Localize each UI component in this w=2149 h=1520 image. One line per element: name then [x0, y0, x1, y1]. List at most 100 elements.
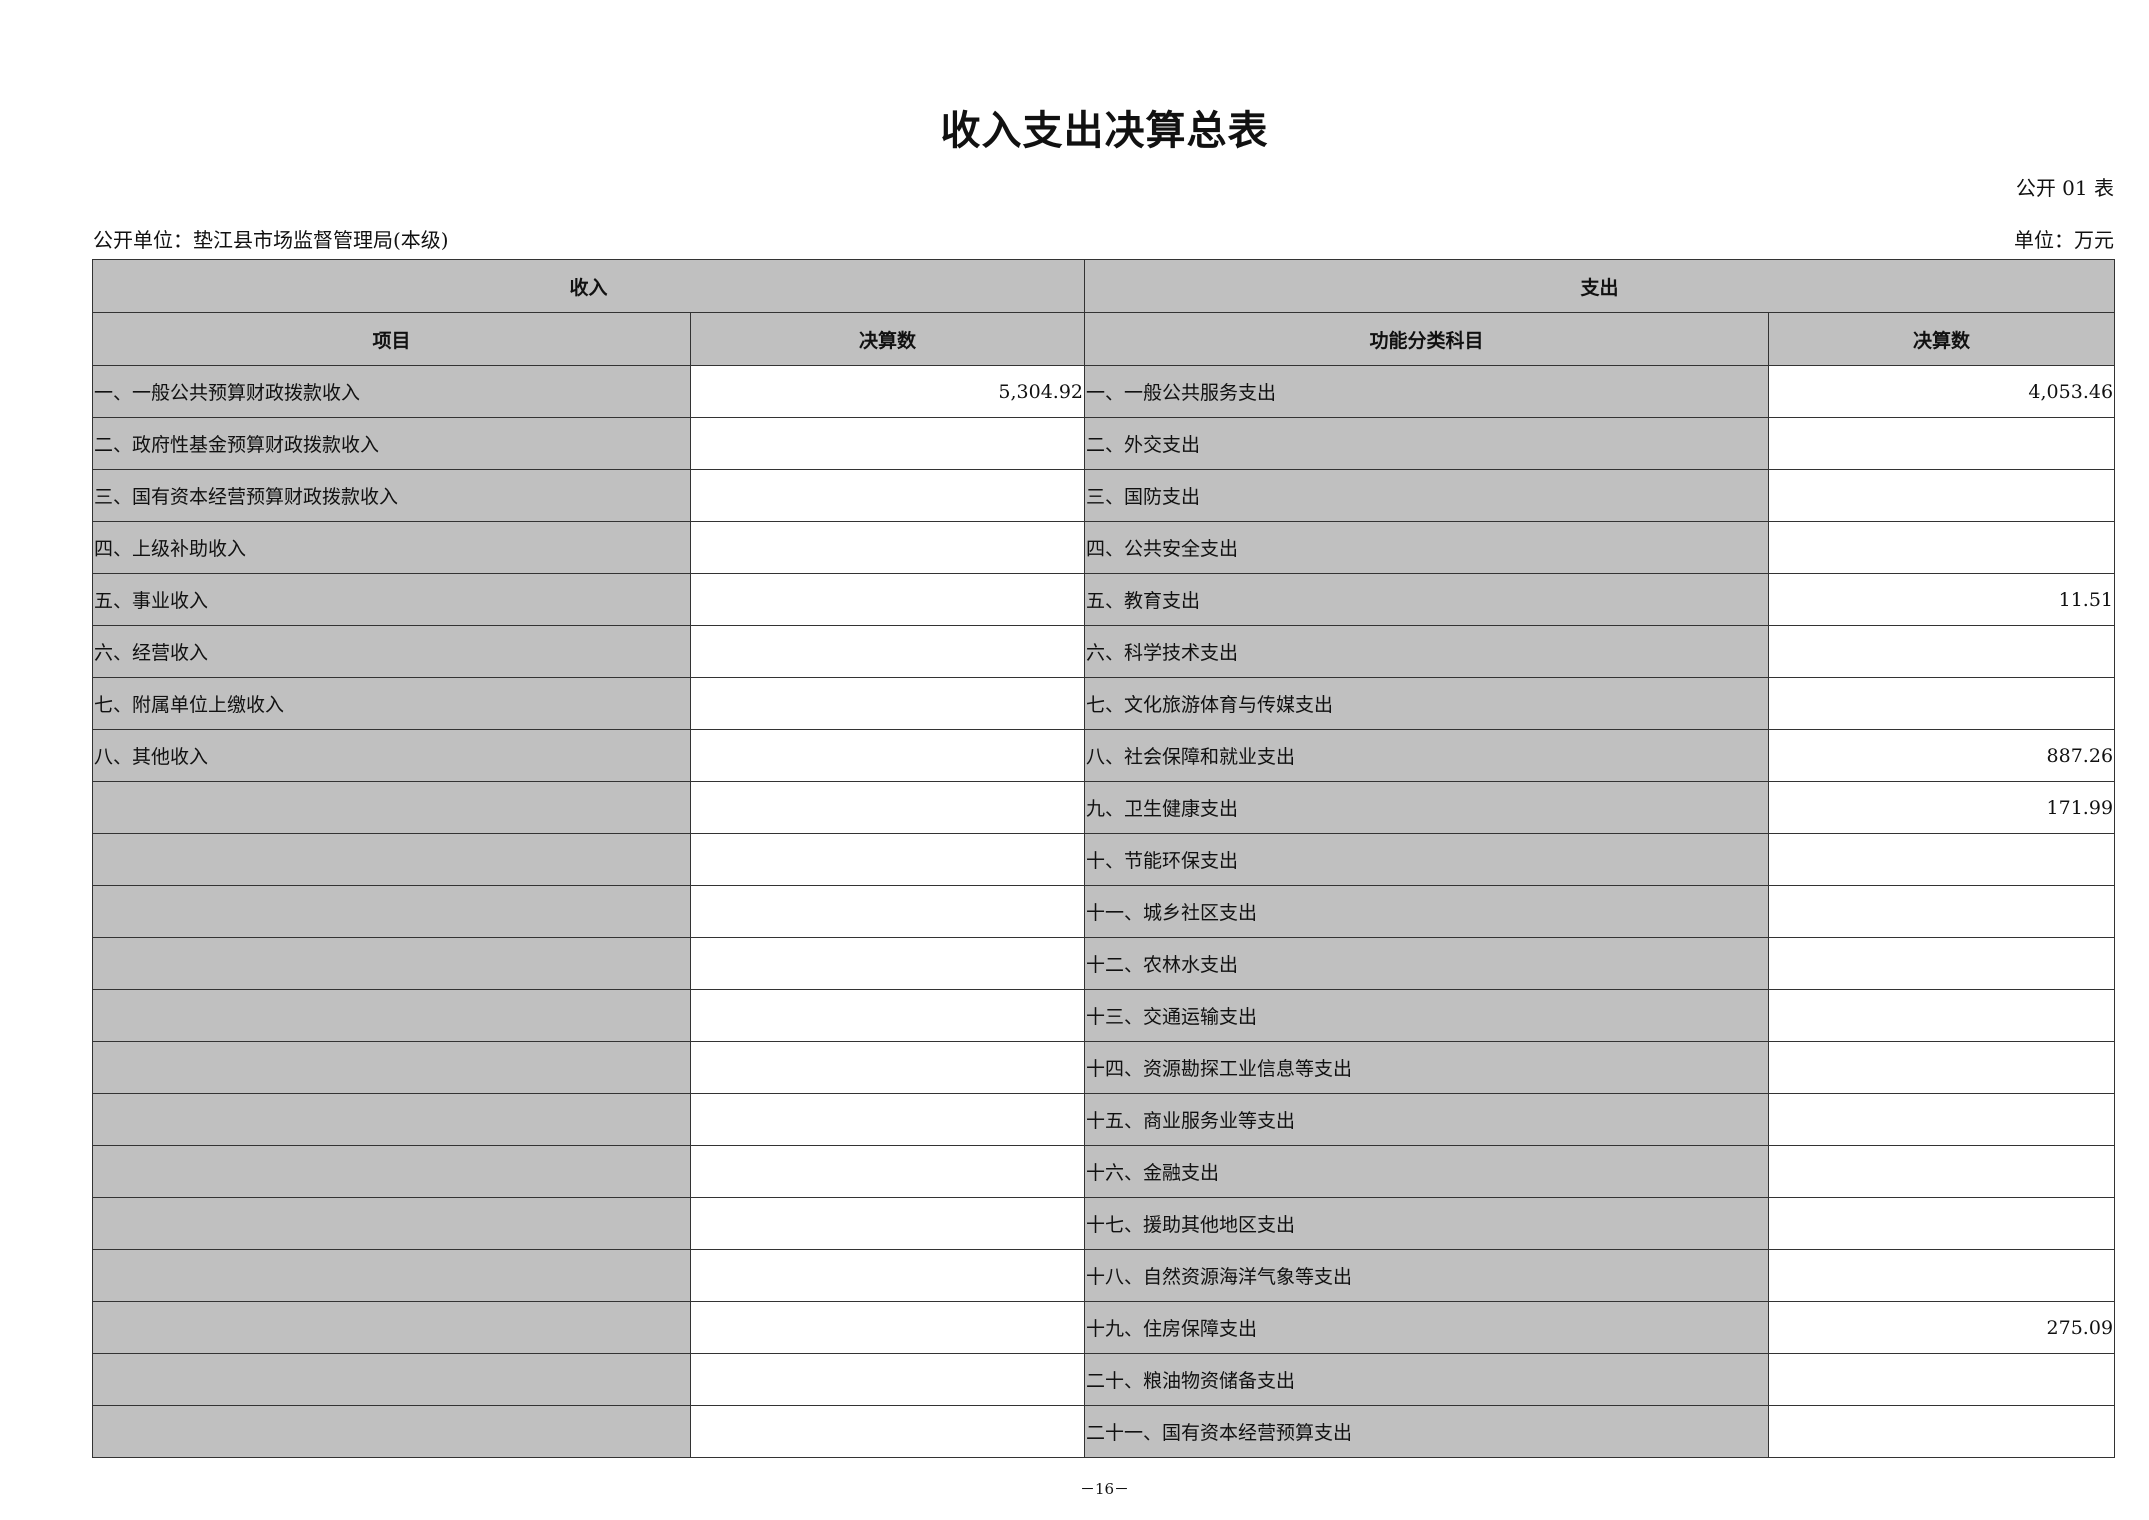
- income-item-cell: 一、一般公共预算财政拨款收入: [92, 365, 691, 418]
- expense-item-cell: 一、一般公共服务支出: [1084, 365, 1770, 418]
- income-expense-table: 收入 支出 项目 决算数 功能分类科目 决算数 一、一般公共预算财政拨款收入 5,…: [91, 259, 2116, 1458]
- income-amount-cell: 5,304.92: [689, 365, 1086, 418]
- expense-amount-cell: [1768, 677, 2116, 730]
- expense-amount-cell: [1768, 937, 2116, 990]
- income-item-cell: 三、国有资本经营预算财政拨款收入: [92, 469, 691, 522]
- income-item-cell: [92, 1145, 691, 1198]
- income-item-cell: [92, 1301, 691, 1354]
- expense-item-cell: 十二、农林水支出: [1084, 937, 1770, 990]
- table-row: 六、经营收入 六、科学技术支出: [92, 625, 2116, 678]
- income-amount-cell: [689, 1145, 1086, 1198]
- header-income-amount: 决算数: [689, 312, 1086, 366]
- expense-amount-cell: 887.26: [1768, 729, 2116, 782]
- expense-amount-cell: 275.09: [1768, 1301, 2116, 1354]
- income-item-cell: [92, 1197, 691, 1250]
- expense-item-cell: 十、节能环保支出: [1084, 833, 1770, 886]
- page-title: 收入支出决算总表: [940, 107, 1269, 154]
- expense-amount-cell: [1768, 989, 2116, 1042]
- header-expense: 支出: [1084, 259, 2116, 313]
- income-item-cell: 七、附属单位上缴收入: [92, 677, 691, 730]
- expense-amount-cell: [1768, 1197, 2116, 1250]
- expense-amount-cell: [1768, 417, 2116, 470]
- table-row: 十一、城乡社区支出: [92, 885, 2116, 938]
- income-amount-cell: [689, 1301, 1086, 1354]
- page-number: －16－: [1079, 1480, 1130, 1498]
- income-amount-cell: [689, 1249, 1086, 1302]
- expense-amount-cell: [1768, 1405, 2116, 1458]
- income-amount-cell: [689, 937, 1086, 990]
- table-row: 十二、农林水支出: [92, 937, 2116, 990]
- income-item-cell: 四、上级补助收入: [92, 521, 691, 574]
- expense-amount-cell: [1768, 833, 2116, 886]
- income-item-cell: [92, 833, 691, 886]
- income-amount-cell: [689, 469, 1086, 522]
- table-row: 十三、交通运输支出: [92, 989, 2116, 1042]
- expense-item-cell: 十五、商业服务业等支出: [1084, 1093, 1770, 1146]
- expense-amount-cell: [1768, 521, 2116, 574]
- table-row: 七、附属单位上缴收入 七、文化旅游体育与传媒支出: [92, 677, 2116, 730]
- expense-amount-cell: [1768, 1249, 2116, 1302]
- header-expense-amount: 决算数: [1768, 312, 2116, 366]
- table-row: 四、上级补助收入 四、公共安全支出: [92, 521, 2116, 574]
- expense-item-cell: 二十、粮油物资储备支出: [1084, 1353, 1770, 1406]
- expense-amount-cell: [1768, 1093, 2116, 1146]
- table-row: 三、国有资本经营预算财政拨款收入 三、国防支出: [92, 469, 2116, 522]
- income-amount-cell: [689, 989, 1086, 1042]
- table-row: 二、政府性基金预算财政拨款收入 二、外交支出: [92, 417, 2116, 470]
- table-number: 公开 01 表: [2015, 176, 2114, 200]
- income-amount-cell: [689, 1353, 1086, 1406]
- expense-amount-cell: 171.99: [1768, 781, 2116, 834]
- table-row: 十四、资源勘探工业信息等支出: [92, 1041, 2116, 1094]
- expense-item-cell: 十四、资源勘探工业信息等支出: [1084, 1041, 1770, 1094]
- header-row-group: 收入 支出: [91, 259, 2116, 313]
- expense-amount-cell: 4,053.46: [1768, 365, 2116, 418]
- header-function-item: 功能分类科目: [1084, 312, 1770, 366]
- income-amount-cell: [689, 677, 1086, 730]
- table-row: 二十、粮油物资储备支出: [92, 1353, 2116, 1406]
- table-row: 九、卫生健康支出 171.99: [92, 781, 2116, 834]
- income-amount-cell: [689, 417, 1086, 470]
- expense-amount-cell: [1768, 1353, 2116, 1406]
- header-item: 项目: [92, 312, 691, 366]
- income-amount-cell: [689, 781, 1086, 834]
- expense-amount-cell: [1768, 1041, 2116, 1094]
- table-row: 十六、金融支出: [92, 1145, 2116, 1198]
- income-item-cell: [92, 885, 691, 938]
- table-row: 一、一般公共预算财政拨款收入 5,304.92 一、一般公共服务支出 4,053.46: [92, 365, 2116, 418]
- expense-amount-cell: [1768, 1145, 2116, 1198]
- income-item-cell: 二、政府性基金预算财政拨款收入: [92, 417, 691, 470]
- table-row: 十五、商业服务业等支出: [92, 1093, 2116, 1146]
- expense-item-cell: 九、卫生健康支出: [1084, 781, 1770, 834]
- income-item-cell: [92, 781, 691, 834]
- income-item-cell: [92, 989, 691, 1042]
- income-amount-cell: [689, 573, 1086, 626]
- table-row: 八、其他收入 八、社会保障和就业支出 887.26: [92, 729, 2116, 782]
- table-row: 十七、援助其他地区支出: [92, 1197, 2116, 1250]
- income-item-cell: [92, 1041, 691, 1094]
- expense-item-cell: 十六、金融支出: [1084, 1145, 1770, 1198]
- expense-item-cell: 六、科学技术支出: [1084, 625, 1770, 678]
- income-amount-cell: [689, 1197, 1086, 1250]
- expense-item-cell: 八、社会保障和就业支出: [1084, 729, 1770, 782]
- income-item-cell: [92, 1405, 691, 1458]
- table-row: 二十一、国有资本经营预算支出: [92, 1405, 2116, 1458]
- income-item-cell: [92, 937, 691, 990]
- income-item-cell: [92, 1353, 691, 1406]
- reporting-unit: 公开单位：垫江县市场监督管理局(本级): [93, 228, 449, 252]
- expense-amount-cell: [1768, 625, 2116, 678]
- table-row: 十八、自然资源海洋气象等支出: [92, 1249, 2116, 1302]
- income-amount-cell: [689, 1093, 1086, 1146]
- income-item-cell: 五、事业收入: [92, 573, 691, 626]
- header-row-columns: 项目 决算数 功能分类科目 决算数: [92, 312, 2116, 366]
- income-amount-cell: [689, 1405, 1086, 1458]
- expense-amount-cell: [1768, 885, 2116, 938]
- table-row: 十、节能环保支出: [92, 833, 2116, 886]
- income-amount-cell: [689, 885, 1086, 938]
- currency-unit: 单位：万元: [2014, 228, 2114, 252]
- expense-item-cell: 十七、援助其他地区支出: [1084, 1197, 1770, 1250]
- expense-item-cell: 四、公共安全支出: [1084, 521, 1770, 574]
- income-item-cell: 八、其他收入: [92, 729, 691, 782]
- expense-amount-cell: [1768, 469, 2116, 522]
- table-row: 十九、住房保障支出 275.09: [92, 1301, 2116, 1354]
- expense-item-cell: 二、外交支出: [1084, 417, 1770, 470]
